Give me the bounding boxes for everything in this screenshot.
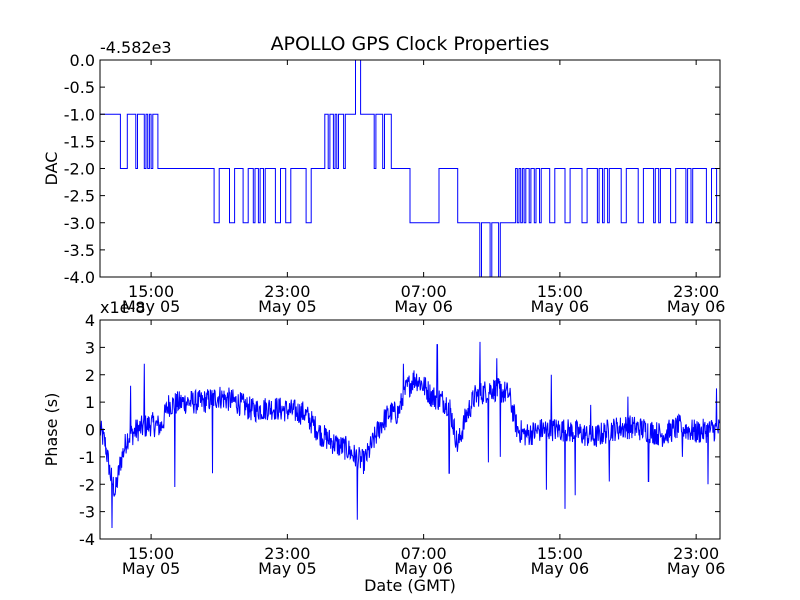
y-tick-label: -1.5 (64, 132, 95, 151)
x-tick-time-label: 23:00 (264, 544, 310, 563)
phase-y-axis-label: Phase (s) (42, 393, 61, 467)
phase-offset-label: x1e-8 (100, 298, 145, 317)
y-tick-label: 0 (85, 421, 95, 440)
y-tick-label: -2 (79, 475, 95, 494)
y-tick-label: 2 (85, 366, 95, 385)
x-tick-date-label: May 06 (667, 297, 726, 316)
x-tick-date-label: May 06 (394, 559, 453, 578)
x-tick-date-label: May 05 (258, 559, 317, 578)
x-tick-time-label: 23:00 (673, 544, 719, 563)
x-tick-date-label: May 06 (394, 297, 453, 316)
x-tick-time-label: 15:00 (537, 282, 583, 301)
y-tick-label: -3 (79, 503, 95, 522)
x-tick-time-label: 15:00 (128, 544, 174, 563)
y-tick-label: 3 (85, 338, 95, 357)
dac-panel: 0.0 -0.5 -1.0 -1.5 -2.0 -2.5 -3.0 -3.5 -4.0 15:00… (42, 38, 725, 316)
y-tick-label: -3.5 (64, 241, 95, 260)
y-tick-label: 4 (85, 311, 95, 330)
y-tick-label: -1.0 (64, 105, 95, 124)
dac-y-axis-label: DAC (42, 152, 61, 186)
dac-series-line (100, 60, 720, 277)
y-tick-label: -3.0 (64, 214, 95, 233)
x-tick-date-label: May 05 (122, 297, 181, 316)
x-tick-date-label: May 05 (258, 297, 317, 316)
y-tick-label: -0.5 (64, 78, 95, 97)
x-tick-date-label: May 06 (531, 559, 590, 578)
x-tick-time-label: 15:00 (537, 544, 583, 563)
x-tick-time-label: 23:00 (673, 282, 719, 301)
y-tick-label: -2.0 (64, 160, 95, 179)
y-tick-label: -1 (79, 448, 95, 467)
x-tick-time-label: 15:00 (128, 282, 174, 301)
y-tick-label: -4 (79, 530, 95, 549)
x-tick-date-label: May 05 (122, 559, 181, 578)
x-tick-time-label: 07:00 (401, 544, 447, 563)
x-tick-time-label: 07:00 (401, 282, 447, 301)
phase-series-line (100, 341, 720, 529)
x-tick-date-label: May 06 (667, 559, 726, 578)
x-tick-date-label: May 06 (531, 297, 590, 316)
y-tick-label: -4.0 (64, 268, 95, 287)
y-tick-label: 0.0 (70, 51, 95, 70)
y-tick-label: 1 (85, 393, 95, 412)
phase-x-axis-label: Date (GMT) (364, 576, 456, 595)
x-tick-time-label: 23:00 (264, 282, 310, 301)
chart-title: APOLLO GPS Clock Properties (271, 33, 550, 55)
y-tick-label: -2.5 (64, 187, 95, 206)
dac-offset-label: -4.582e3 (100, 38, 172, 57)
